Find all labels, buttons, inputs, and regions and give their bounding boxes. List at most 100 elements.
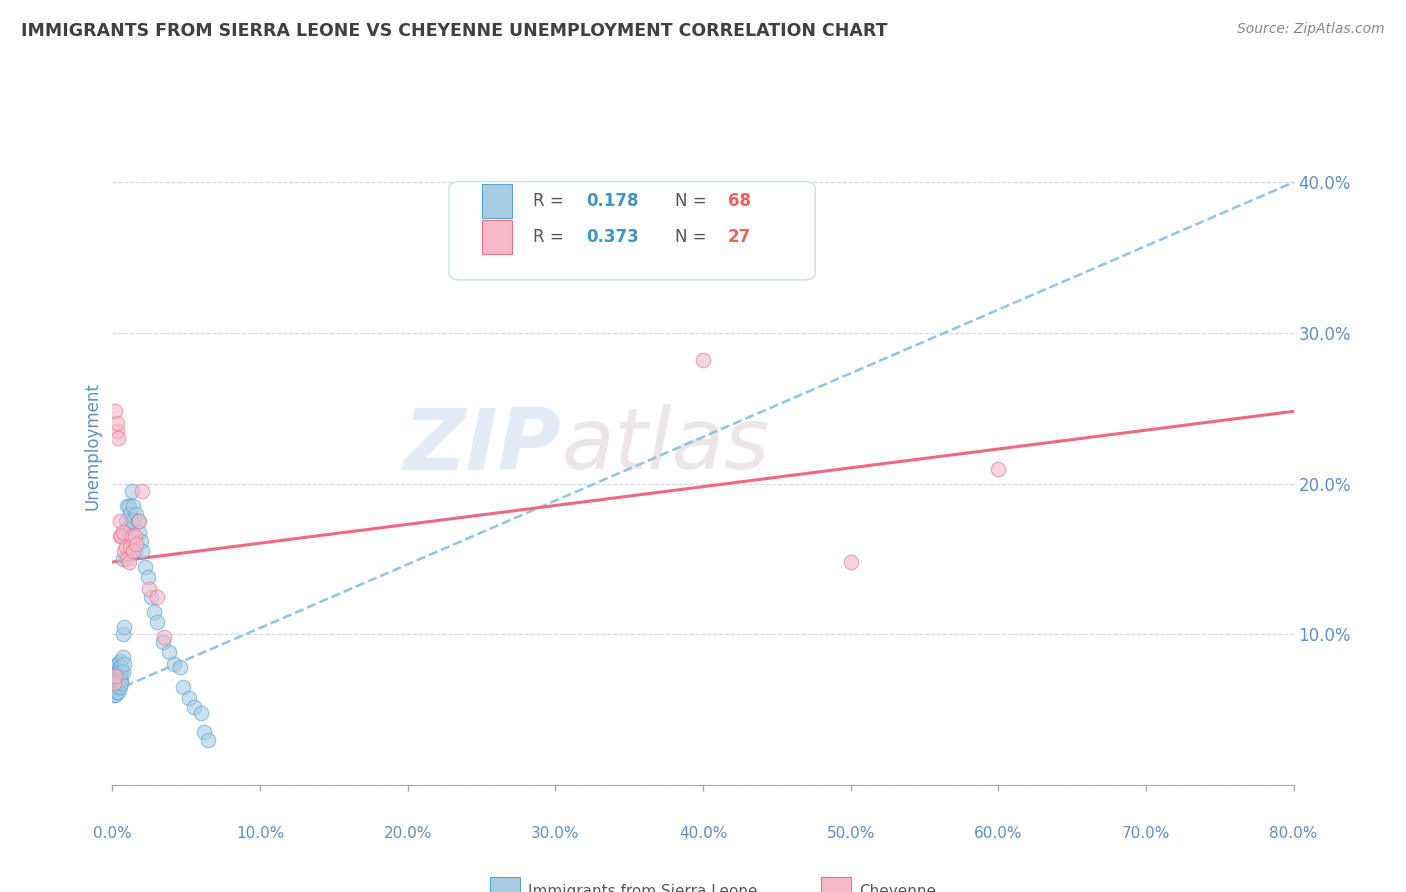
Point	[111, 524, 134, 539]
Point	[103, 669, 125, 683]
Point	[692, 353, 714, 368]
Point	[107, 684, 129, 698]
Point	[110, 665, 132, 679]
Point	[103, 688, 125, 702]
Point	[111, 649, 134, 664]
Point	[107, 680, 129, 694]
Point	[103, 675, 125, 690]
Point	[104, 669, 127, 683]
Point	[108, 655, 131, 669]
Point	[146, 615, 169, 630]
Point	[163, 657, 186, 672]
Point	[157, 645, 180, 659]
Point	[190, 706, 212, 720]
Point	[111, 627, 134, 641]
Point	[121, 529, 143, 543]
Point	[122, 544, 145, 558]
Text: IMMIGRANTS FROM SIERRA LEONE VS CHEYENNE UNEMPLOYMENT CORRELATION CHART: IMMIGRANTS FROM SIERRA LEONE VS CHEYENNE…	[21, 22, 887, 40]
Point	[112, 657, 135, 672]
Point	[839, 555, 862, 569]
Text: ZIP: ZIP	[404, 404, 561, 488]
Point	[110, 529, 132, 543]
Point	[104, 669, 127, 683]
Point	[108, 514, 131, 528]
Point	[111, 665, 134, 679]
Point	[172, 680, 194, 694]
Text: atlas: atlas	[561, 404, 769, 488]
Point	[108, 529, 131, 543]
Point	[111, 552, 134, 566]
Point	[134, 559, 156, 574]
Point	[112, 529, 135, 543]
Point	[121, 514, 143, 528]
Text: 80.0%: 80.0%	[1270, 826, 1317, 840]
Bar	[482, 185, 512, 219]
Text: N =: N =	[675, 193, 711, 211]
Point	[112, 620, 135, 634]
Point	[105, 673, 128, 687]
Bar	[482, 220, 512, 254]
Point	[117, 500, 138, 514]
Point	[118, 500, 141, 514]
Point	[179, 690, 201, 705]
Point	[139, 590, 162, 604]
Text: 0.178: 0.178	[586, 193, 638, 211]
Point	[107, 657, 129, 672]
Point	[108, 680, 131, 694]
Y-axis label: Unemployment: Unemployment	[83, 382, 101, 510]
Point	[118, 555, 141, 569]
Point	[103, 680, 125, 694]
Point	[108, 660, 131, 674]
Point	[120, 540, 142, 554]
Text: 27: 27	[728, 228, 751, 246]
Point	[146, 590, 169, 604]
Point	[117, 552, 138, 566]
Point	[128, 524, 150, 539]
Point	[117, 522, 138, 536]
Point	[183, 699, 205, 714]
Text: Immigrants from Sierra Leone: Immigrants from Sierra Leone	[529, 884, 758, 892]
Point	[193, 725, 215, 739]
Point	[108, 673, 131, 687]
Point	[105, 417, 128, 431]
Point	[107, 432, 129, 446]
Point	[105, 657, 128, 672]
Text: 40.0%: 40.0%	[679, 826, 727, 840]
Point	[125, 537, 148, 551]
Point	[105, 675, 128, 690]
Point	[197, 732, 219, 747]
Point	[125, 507, 148, 521]
Point	[105, 424, 128, 438]
Point	[124, 529, 146, 543]
Point	[105, 680, 128, 694]
Point	[107, 665, 129, 679]
Point	[121, 484, 143, 499]
Point	[152, 635, 174, 649]
Point	[124, 544, 146, 558]
Point	[107, 669, 129, 683]
Text: 60.0%: 60.0%	[974, 826, 1022, 840]
FancyBboxPatch shape	[449, 182, 815, 280]
Point	[104, 404, 127, 418]
Point	[103, 675, 125, 690]
Point	[129, 533, 152, 548]
Bar	[491, 877, 520, 892]
Point	[108, 675, 131, 690]
Point	[104, 665, 127, 679]
Point	[110, 673, 132, 687]
Point	[128, 514, 150, 528]
Text: 10.0%: 10.0%	[236, 826, 284, 840]
Point	[110, 675, 132, 690]
Point	[104, 675, 127, 690]
Point	[136, 570, 159, 584]
Point	[131, 484, 153, 499]
Point	[104, 688, 127, 702]
Point	[131, 544, 153, 558]
Text: 30.0%: 30.0%	[531, 826, 579, 840]
Point	[122, 500, 145, 514]
Point	[103, 673, 125, 687]
Point	[114, 514, 136, 528]
Point	[127, 514, 149, 528]
Point	[153, 630, 176, 644]
Point	[987, 461, 1010, 475]
